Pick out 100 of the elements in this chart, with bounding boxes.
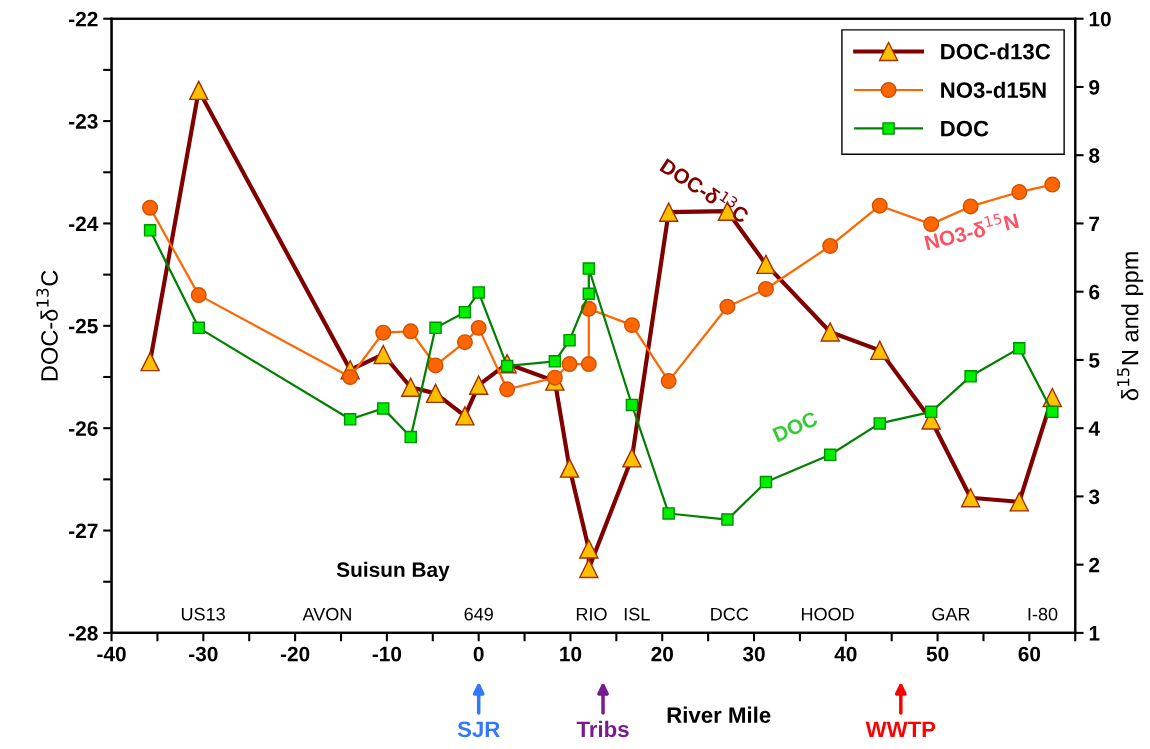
point bbox=[622, 448, 642, 468]
point bbox=[427, 357, 444, 374]
y2-tick-label: 8 bbox=[1089, 148, 1100, 163]
point bbox=[871, 197, 888, 214]
x-tick-label: -40 bbox=[97, 646, 126, 662]
point bbox=[1011, 184, 1028, 201]
point bbox=[962, 198, 979, 215]
x-tick-label: 20 bbox=[651, 646, 673, 662]
point bbox=[1009, 492, 1029, 512]
y2-tick-label: 3 bbox=[1088, 489, 1100, 505]
annotation: DOC-δ$^{13}$C bbox=[659, 154, 753, 225]
legend-label: DOC-d13C bbox=[941, 43, 1051, 60]
point bbox=[456, 334, 473, 351]
annotation: DOC bbox=[772, 410, 819, 443]
x-axis-title: River Mile bbox=[667, 706, 771, 723]
point bbox=[140, 351, 160, 372]
point bbox=[756, 254, 776, 275]
annotation: RIO bbox=[576, 607, 607, 621]
y-tick-label: -24 bbox=[69, 216, 99, 231]
annotation: I-80 bbox=[1028, 607, 1058, 621]
point bbox=[376, 402, 390, 415]
x-tick-label: 60 bbox=[1018, 646, 1041, 662]
point bbox=[143, 224, 157, 237]
point bbox=[458, 305, 472, 319]
point bbox=[924, 405, 938, 419]
annotation: NO3-δ$^{15}$N bbox=[923, 209, 1019, 251]
point bbox=[662, 507, 675, 520]
point bbox=[719, 298, 736, 315]
annotation: DCC bbox=[711, 607, 749, 621]
x-tick-label: 10 bbox=[560, 646, 582, 662]
point bbox=[404, 430, 418, 444]
y-tick-label: -27 bbox=[69, 523, 98, 539]
annotation: ISL bbox=[624, 607, 650, 621]
point bbox=[822, 237, 839, 254]
annotation: GAR bbox=[932, 607, 970, 621]
point bbox=[375, 324, 392, 341]
point bbox=[470, 319, 487, 336]
text: WWTP bbox=[865, 721, 936, 737]
point bbox=[579, 558, 599, 579]
annotation: HOOD bbox=[801, 607, 854, 621]
y-tick-label: -28 bbox=[69, 625, 98, 641]
point bbox=[189, 80, 209, 101]
point bbox=[190, 287, 207, 304]
point bbox=[960, 488, 981, 508]
point bbox=[1013, 342, 1026, 355]
point bbox=[429, 321, 442, 335]
point bbox=[964, 370, 977, 383]
y2-tick-label: 5 bbox=[1089, 353, 1100, 368]
annotation: US13 bbox=[181, 607, 225, 621]
point bbox=[425, 383, 446, 404]
point bbox=[559, 458, 580, 478]
point bbox=[870, 340, 890, 361]
x-tick-label: 50 bbox=[926, 646, 949, 662]
y-tick-label: -25 bbox=[69, 318, 98, 334]
legend-label: DOC bbox=[941, 120, 989, 137]
point bbox=[757, 280, 774, 297]
point bbox=[192, 321, 205, 335]
x-tick-label: 30 bbox=[742, 646, 765, 662]
point bbox=[548, 355, 562, 368]
y-axis-title: DOC-δ$^{13}$C bbox=[36, 270, 58, 381]
y-tick-label: -22 bbox=[69, 11, 98, 27]
point bbox=[820, 322, 840, 342]
point bbox=[873, 417, 887, 430]
point bbox=[455, 406, 475, 426]
text: SJR bbox=[457, 721, 500, 738]
point bbox=[342, 369, 359, 385]
point bbox=[142, 199, 159, 216]
point bbox=[759, 475, 773, 489]
y-tick-label: -23 bbox=[69, 114, 98, 129]
y2-tick-label: 9 bbox=[1089, 79, 1100, 95]
x-tick-label: -20 bbox=[280, 646, 310, 662]
annotation: 649 bbox=[464, 607, 493, 621]
y2-axis-title: δ$^{15}$N and ppm bbox=[1117, 252, 1144, 401]
x-tick-label: -10 bbox=[372, 646, 402, 662]
y2-tick-label: 10 bbox=[1089, 11, 1111, 27]
point bbox=[468, 375, 489, 395]
point bbox=[625, 398, 639, 412]
point bbox=[1046, 405, 1059, 419]
annotation: AVON bbox=[302, 607, 351, 621]
point bbox=[823, 448, 837, 462]
legend-label: NO3-d15N bbox=[941, 81, 1046, 99]
point bbox=[472, 286, 485, 299]
point bbox=[721, 513, 734, 526]
point bbox=[373, 344, 393, 365]
point bbox=[1044, 176, 1061, 193]
point bbox=[401, 377, 421, 397]
point bbox=[561, 356, 578, 373]
point bbox=[580, 356, 597, 373]
point bbox=[563, 333, 576, 347]
text: Tribs bbox=[576, 720, 629, 738]
point bbox=[579, 539, 599, 559]
point bbox=[658, 202, 679, 222]
x-tick-label: 40 bbox=[834, 646, 857, 662]
x-tick-label: -30 bbox=[189, 646, 218, 662]
y2-tick-label: 1 bbox=[1089, 626, 1100, 641]
y-tick-label: -26 bbox=[69, 421, 98, 436]
point bbox=[660, 373, 677, 390]
point bbox=[582, 262, 596, 275]
annotation: Suisun Bay bbox=[336, 561, 450, 582]
y2-tick-label: 6 bbox=[1089, 284, 1100, 300]
